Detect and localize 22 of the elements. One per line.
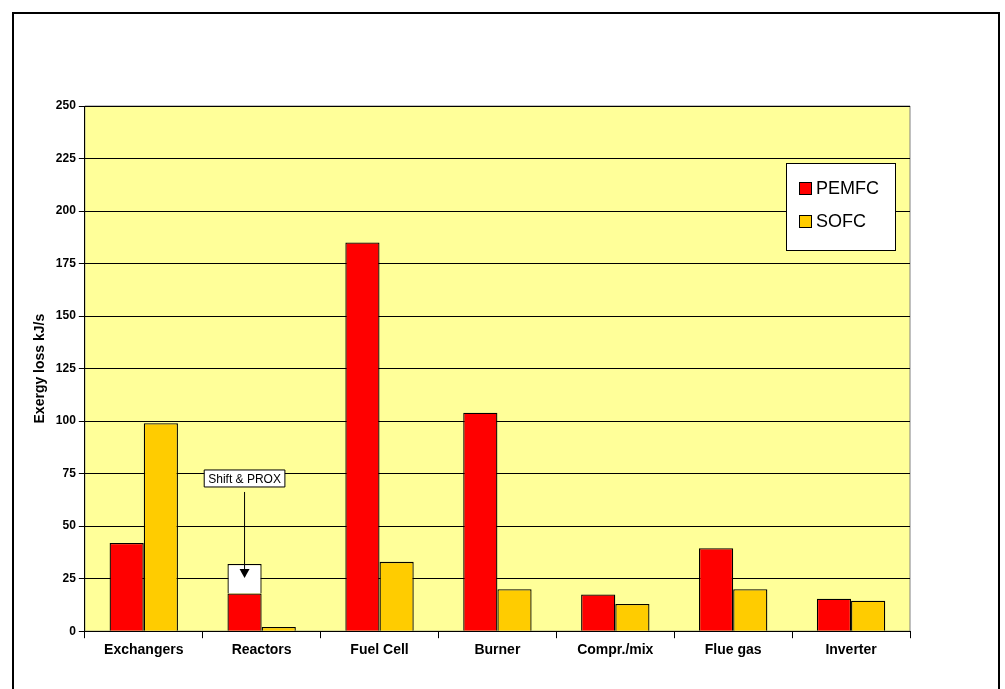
- y-tick-label: 0: [69, 623, 77, 638]
- x-tick-label: Exchangers: [104, 641, 184, 658]
- y-tick-label: 50: [62, 518, 77, 533]
- x-tick-label: Burner: [474, 641, 521, 658]
- y-tick-label: 150: [55, 308, 77, 323]
- y-tick-label: 200: [55, 203, 77, 218]
- legend-label: SOFC: [816, 211, 867, 232]
- x-tick-label: Reactors: [231, 641, 292, 658]
- x-tick-label: Compr./mix: [577, 641, 654, 658]
- x-tick-label: Flue gas: [704, 641, 762, 658]
- x-tick-label: Inverter: [825, 641, 878, 658]
- y-tick-label: 125: [55, 360, 77, 375]
- y-tick-label: 25: [62, 570, 77, 585]
- y-tick-label: 225: [55, 150, 77, 165]
- x-tick-label: Fuel Cell: [350, 641, 409, 658]
- y-tick-label: 100: [55, 413, 77, 428]
- y-tick-label: 175: [55, 255, 77, 270]
- y-axis-title: Exergy loss kJ/s: [31, 313, 48, 424]
- y-tick-label: 250: [55, 98, 77, 113]
- legend-label: PEMFC: [816, 178, 879, 199]
- annotation: Shift & PROX: [208, 471, 281, 486]
- y-tick-label: 75: [62, 465, 77, 480]
